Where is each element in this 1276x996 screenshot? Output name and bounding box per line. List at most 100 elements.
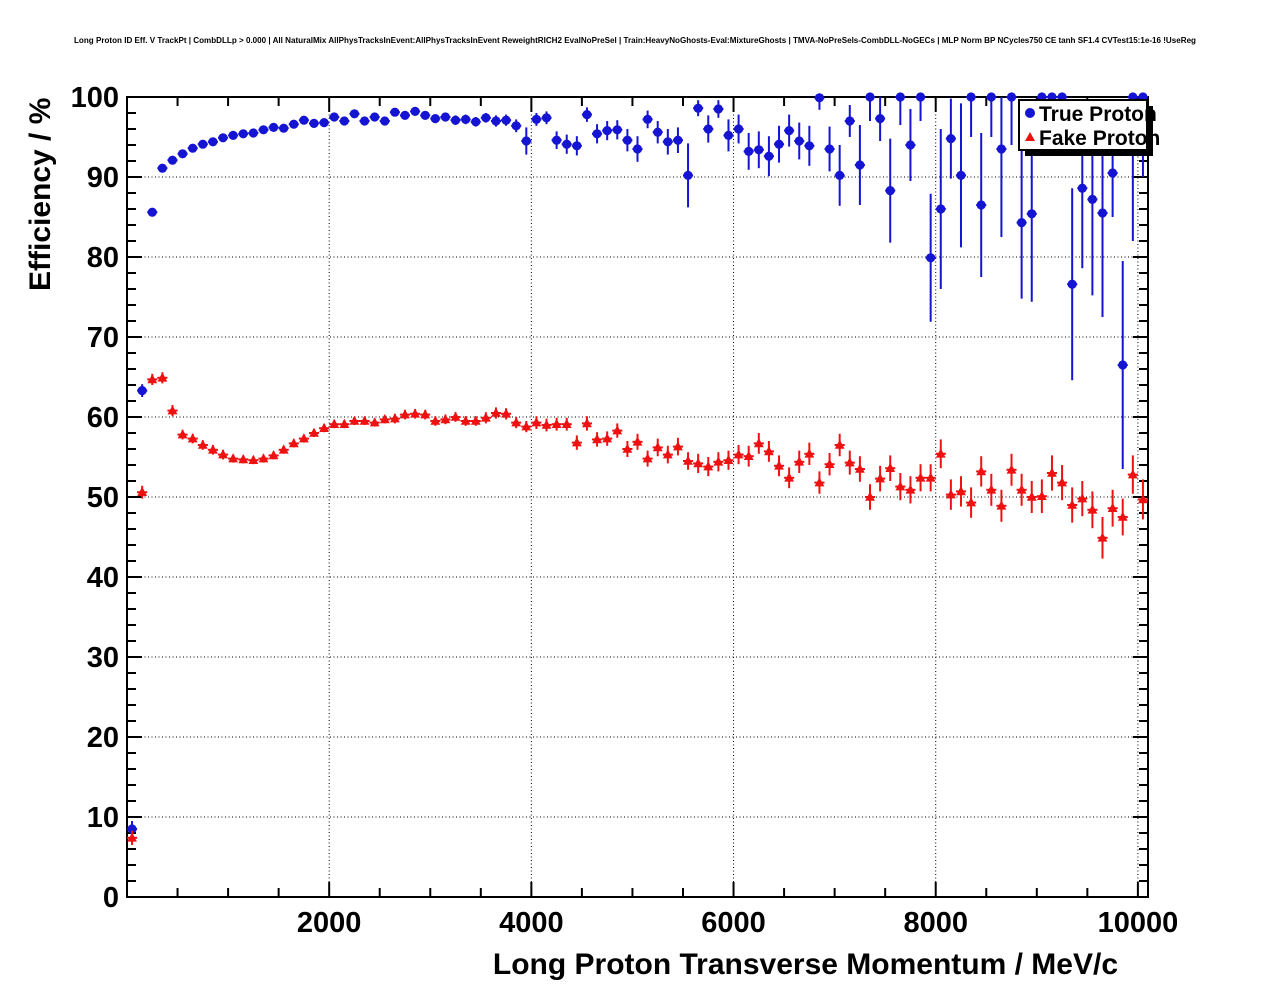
fake-proton-marker [612, 425, 623, 435]
true-proton-marker [1077, 183, 1087, 193]
true-proton-marker [926, 253, 936, 263]
fake-proton-marker [723, 454, 734, 464]
true-proton-marker [622, 135, 632, 145]
fake-proton-marker [662, 449, 673, 459]
fake-proton-marker [147, 374, 158, 384]
fake-proton-marker [309, 427, 319, 437]
fake-proton-marker [329, 418, 340, 428]
true-proton-marker [602, 126, 612, 136]
true-proton-marker [673, 135, 683, 145]
fake-proton-marker [278, 444, 289, 454]
true-proton-marker [1006, 92, 1017, 102]
true-proton-marker [774, 139, 784, 149]
true-proton-marker [521, 136, 531, 146]
fake-proton-marker [824, 458, 835, 468]
fake-proton-marker [905, 484, 916, 494]
true-proton-marker [663, 137, 673, 147]
fake-proton-marker [966, 497, 976, 507]
true-proton-marker [966, 92, 976, 102]
true-proton-marker [653, 127, 663, 137]
y-tick-label-90: 90 [87, 162, 119, 194]
fake-proton-marker [379, 414, 390, 424]
true-proton-marker [1108, 168, 1118, 178]
y-tick-label-30: 30 [87, 642, 119, 674]
fake-proton-marker [349, 415, 360, 425]
fake-proton-marker [592, 434, 602, 444]
y-tick-label-20: 20 [87, 722, 119, 754]
fake-proton-marker [501, 408, 511, 418]
fake-proton-marker [359, 415, 370, 425]
true-proton-marker [157, 163, 167, 173]
true-proton-marker [349, 109, 360, 119]
fake-proton-marker [875, 473, 886, 483]
fake-proton-marker [996, 500, 1007, 510]
fake-proton-marker [339, 418, 350, 428]
fake-proton-marker [268, 450, 279, 460]
fake-proton-marker [683, 455, 693, 465]
true-proton-marker [309, 118, 319, 128]
true-proton-marker [976, 200, 986, 210]
fake-proton-marker [733, 449, 744, 459]
fake-proton-marker [1016, 484, 1027, 494]
x-axis-title: Long Proton Transverse Momentum / MeV/c [493, 948, 1118, 981]
true-proton-marker [1118, 360, 1128, 370]
fake-proton-marker [571, 437, 582, 447]
true-proton-series [127, 92, 1148, 837]
true-proton-marker [703, 124, 713, 134]
fake-proton-legend-marker [1025, 132, 1035, 141]
fake-proton-marker [541, 419, 552, 429]
true-proton-marker [632, 144, 643, 154]
true-proton-marker [289, 119, 299, 129]
true-proton-marker [986, 92, 996, 102]
true-proton-marker [804, 141, 814, 151]
fake-proton-marker [703, 461, 714, 471]
fake-proton-marker [258, 453, 269, 463]
legend-label-true-proton: True Proton [1039, 103, 1157, 126]
fake-proton-marker [794, 456, 805, 466]
true-proton-marker [612, 125, 622, 135]
true-proton-marker [440, 112, 451, 122]
true-proton-legend-marker [1025, 108, 1035, 118]
fake-proton-marker [834, 439, 845, 449]
true-proton-marker [754, 145, 764, 155]
fake-proton-marker [945, 489, 956, 499]
y-tick-label-80: 80 [87, 242, 119, 274]
fake-proton-marker [652, 442, 663, 452]
fake-proton-marker [1107, 502, 1118, 512]
fake-proton-marker [925, 472, 936, 482]
true-proton-marker [845, 116, 855, 126]
true-proton-marker [693, 103, 703, 113]
true-proton-marker [1027, 209, 1037, 219]
fake-proton-marker [450, 411, 461, 421]
true-proton-marker [865, 92, 875, 102]
true-proton-marker [733, 124, 744, 134]
fake-proton-marker [299, 433, 309, 443]
true-proton-marker [855, 160, 865, 170]
true-proton-marker [643, 114, 653, 124]
true-proton-marker [895, 92, 905, 102]
true-proton-marker [885, 186, 895, 196]
true-proton-marker [208, 137, 218, 147]
fake-proton-marker [632, 436, 643, 446]
legend-box [1018, 99, 1148, 151]
true-proton-marker [329, 112, 339, 122]
true-proton-marker [177, 149, 188, 159]
true-proton-marker [905, 140, 916, 150]
fake-proton-marker [127, 832, 137, 842]
true-proton-marker [531, 114, 542, 124]
fake-proton-marker [531, 417, 542, 427]
fake-proton-marker [1077, 493, 1088, 503]
true-proton-marker [956, 170, 966, 180]
x-tick-label-6000: 6000 [701, 907, 766, 939]
fake-proton-marker [218, 449, 228, 459]
fake-proton-marker [430, 415, 441, 425]
true-proton-marker [824, 144, 835, 154]
true-proton-marker [572, 141, 582, 151]
true-proton-marker [420, 110, 430, 120]
x-tick-label-2000: 2000 [297, 907, 362, 939]
fake-proton-marker [895, 481, 906, 491]
x-tick-label-10000: 10000 [1098, 907, 1179, 939]
true-proton-marker [299, 115, 309, 125]
frame-border [126, 96, 1149, 898]
